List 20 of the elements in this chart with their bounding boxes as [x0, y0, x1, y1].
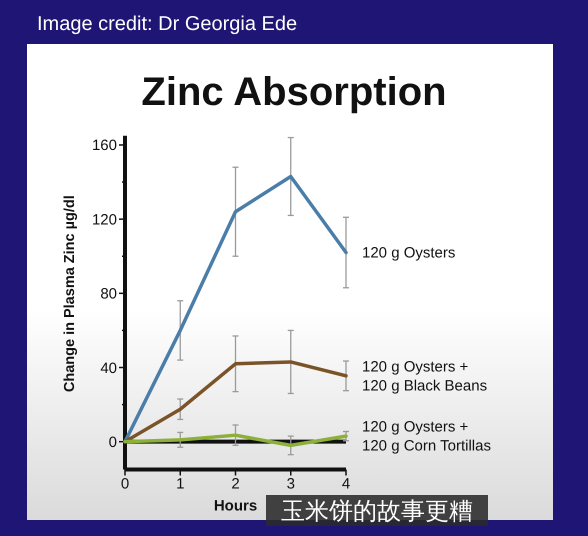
y-tick-label: 40: [100, 360, 117, 377]
y-tick-label: 160: [92, 137, 117, 154]
x-axis-title: Hours: [214, 498, 258, 514]
series-label: 120 g Oysters + 120 g Corn Tortillas: [362, 418, 491, 455]
series-label: 120 g Oysters: [362, 244, 456, 262]
line-series: [123, 433, 348, 448]
x-tick-label: 3: [286, 476, 295, 492]
y-tick-label: 80: [100, 286, 117, 303]
chart-title: Zinc Absorption: [141, 70, 447, 114]
x-tick-label: 4: [342, 476, 350, 492]
x-tick-label: 0: [120, 476, 130, 492]
y-tick-label: 120: [92, 211, 117, 228]
x-tick-label: 1: [176, 476, 184, 492]
series-label: 120 g Oysters + 120 g Black Beans: [362, 358, 488, 394]
text: Image credit: Dr Georgia Ede: [37, 13, 298, 35]
y-tick-label: 0: [108, 434, 117, 451]
text: 玉米饼的故事更糟: [281, 497, 473, 525]
line-series: [123, 360, 348, 444]
y-axis-title: Change in Plasma Zinc µg/dl: [62, 195, 78, 392]
x-tick-label: 2: [231, 476, 240, 492]
